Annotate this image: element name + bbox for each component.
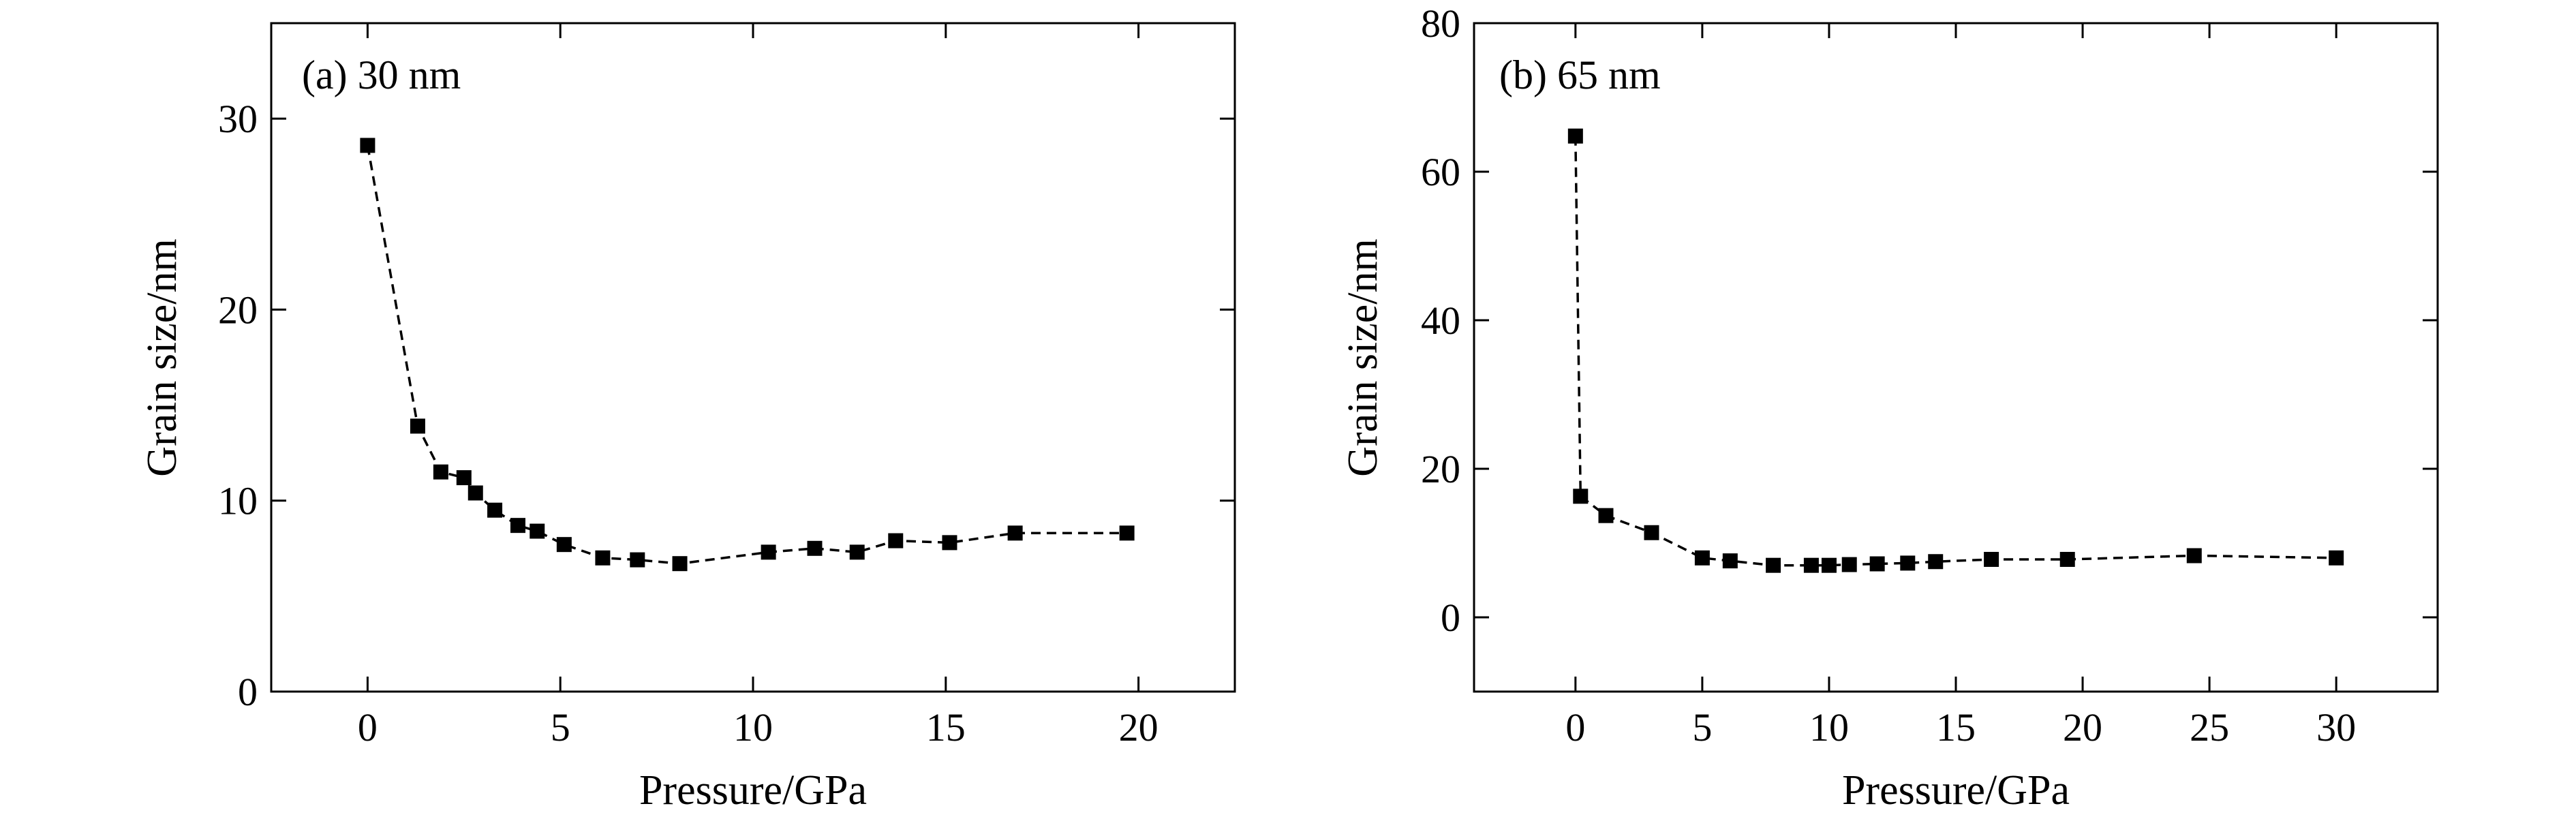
data-point-marker — [1928, 554, 1944, 570]
y-tick-label: 0 — [238, 670, 258, 714]
data-point-marker — [888, 533, 904, 548]
data-point-marker — [1567, 128, 1583, 144]
data-point-marker — [410, 418, 425, 434]
data-point-marker — [1841, 557, 1857, 572]
x-tick-label: 20 — [1119, 705, 1159, 750]
data-point-marker — [1644, 525, 1659, 540]
y-tick-label: 60 — [1421, 150, 1460, 194]
data-point-marker — [556, 537, 572, 553]
x-tick-label: 0 — [1565, 705, 1585, 750]
y-tick-label: 0 — [1441, 596, 1460, 640]
x-tick-label: 5 — [1692, 705, 1712, 750]
data-point-marker — [1803, 557, 1819, 573]
data-point-marker — [630, 552, 645, 568]
x-tick-label: 5 — [551, 705, 570, 750]
x-tick-label: 15 — [1936, 705, 1976, 750]
series-dashed-line — [366, 145, 1127, 565]
panel-label: (a) 30 nm — [302, 52, 461, 97]
data-point-marker — [1821, 557, 1837, 573]
chart-panel-a: 0 5 10 15 20 0 10 20 30 (a) 30 nm Pressure/GPa G… — [139, 22, 1236, 814]
chart-panel-b: 0 5 10 15 20 25 30 0 20 40 60 80 (b) 65 nm Pressure… — [1340, 1, 2439, 814]
plot-area-frame — [1473, 22, 2439, 693]
x-tick-label: 10 — [1809, 705, 1849, 750]
data-point-marker — [1722, 553, 1738, 569]
data-point-marker — [510, 518, 525, 534]
data-point-marker — [942, 535, 957, 551]
data-point-marker — [595, 550, 611, 566]
data-point-marker — [2186, 548, 2202, 563]
series-markers — [1567, 128, 2344, 573]
x-tick-label: 15 — [926, 705, 966, 750]
data-point-marker — [807, 540, 823, 556]
data-point-marker — [530, 523, 545, 539]
data-point-marker — [2059, 551, 2075, 567]
data-point-marker — [433, 464, 448, 480]
y-axis-label: Grain size/nm — [139, 238, 185, 477]
series-dashed-line — [1574, 136, 2337, 567]
panel-label: (b) 65 nm — [1499, 52, 1661, 97]
data-point-marker — [2329, 550, 2344, 566]
data-point-marker — [1598, 508, 1614, 523]
x-tick-label: 30 — [2316, 705, 2356, 750]
data-point-marker — [456, 470, 472, 486]
series-line — [366, 145, 1127, 565]
data-point-marker — [1573, 489, 1589, 504]
data-point-marker — [1869, 556, 1885, 572]
y-tick-label: 10 — [218, 479, 258, 523]
axis-ticks: 0 5 10 15 20 25 30 0 20 40 60 80 — [1421, 1, 2438, 750]
y-tick-label: 20 — [1421, 447, 1460, 491]
data-point-marker — [1007, 525, 1023, 541]
x-tick-label: 0 — [358, 705, 378, 750]
x-axis-label: Pressure/GPa — [1842, 767, 2070, 814]
data-point-marker — [849, 544, 865, 560]
y-axis-label: Grain size/nm — [1340, 238, 1386, 477]
x-axis-label: Pressure/GPa — [639, 767, 867, 814]
data-point-marker — [1984, 551, 1999, 567]
y-tick-label: 20 — [218, 288, 258, 332]
data-point-marker — [1900, 555, 1916, 571]
series-markers — [360, 138, 1135, 572]
y-tick-label: 40 — [1421, 298, 1460, 343]
data-point-marker — [1119, 525, 1135, 541]
axis-ticks: 0 5 10 15 20 0 10 20 30 — [218, 23, 1235, 750]
series-line — [1574, 136, 2337, 567]
plot-area-frame — [270, 22, 1236, 693]
data-point-marker — [761, 544, 776, 560]
data-point-marker — [487, 502, 503, 518]
x-tick-label: 10 — [733, 705, 773, 750]
y-tick-label: 80 — [1421, 1, 1460, 46]
y-tick-label: 30 — [218, 97, 258, 141]
data-point-marker — [360, 138, 375, 153]
x-tick-label: 25 — [2190, 705, 2229, 750]
data-point-marker — [467, 485, 483, 501]
data-point-marker — [672, 556, 688, 572]
x-tick-label: 20 — [2063, 705, 2102, 750]
data-point-marker — [1766, 557, 1781, 573]
data-point-marker — [1694, 550, 1710, 566]
